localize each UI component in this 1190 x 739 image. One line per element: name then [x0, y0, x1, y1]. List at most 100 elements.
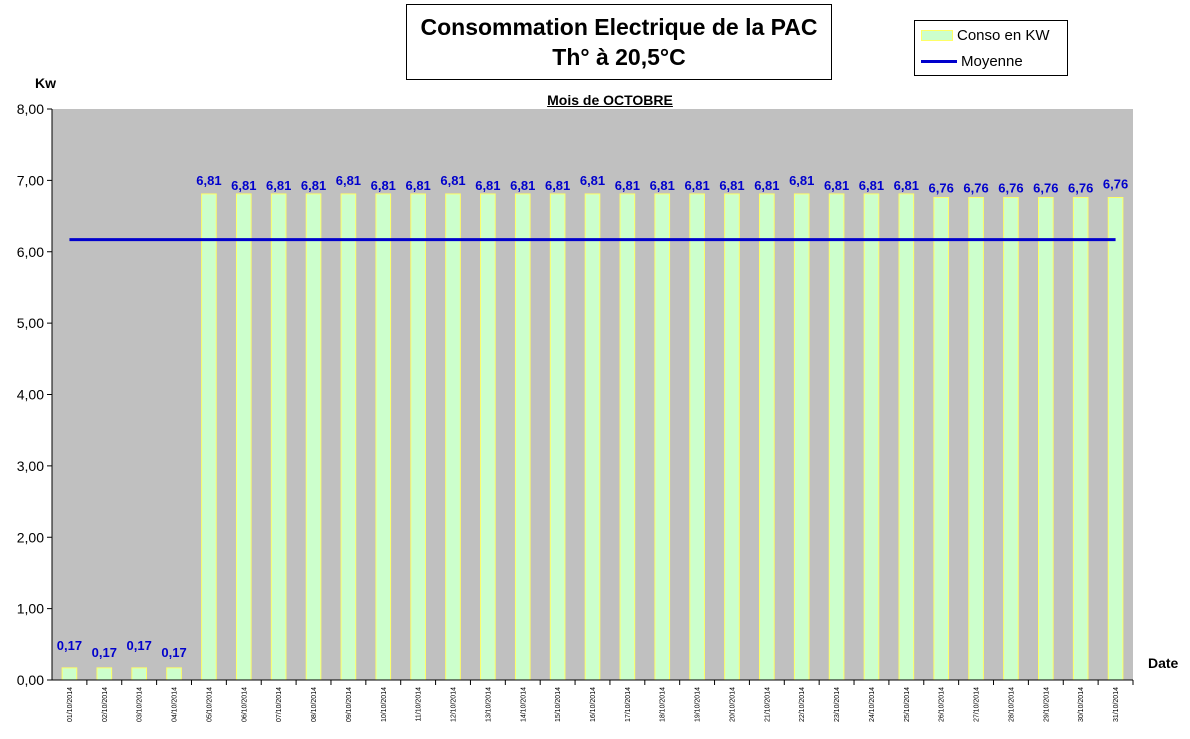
- legend-label-conso: Conso en KW: [957, 26, 1050, 44]
- chart-subtitle-month-text: Mois de OCTOBRE: [547, 92, 673, 108]
- data-label: 6,81: [266, 178, 291, 193]
- x-tick-label: 26/10/2014: [939, 687, 946, 722]
- x-tick-label: 02/10/2014: [102, 687, 109, 722]
- y-tick-label: 7,00: [17, 172, 44, 188]
- data-label: 6,81: [684, 178, 709, 193]
- bar: [201, 193, 217, 681]
- data-label: 6,76: [1033, 181, 1058, 196]
- x-tick-label: 12/10/2014: [451, 687, 458, 722]
- chart-subtitle-temperature: Th° à 20,5°C: [552, 44, 686, 70]
- bar: [445, 193, 461, 681]
- data-label: 6,81: [440, 173, 465, 188]
- bar: [724, 193, 740, 681]
- bar: [480, 193, 496, 681]
- x-tick-label: 22/10/2014: [799, 687, 806, 722]
- data-label: 6,76: [963, 181, 988, 196]
- data-label: 0,17: [57, 638, 82, 653]
- bar: [166, 667, 182, 681]
- legend-item-conso: Conso en KW: [921, 25, 1050, 45]
- data-label: 6,81: [510, 178, 535, 193]
- x-tick-label: 06/10/2014: [241, 687, 248, 722]
- legend-swatch-conso: [921, 29, 953, 41]
- x-tick-label: 08/10/2014: [311, 687, 318, 722]
- bar: [1072, 197, 1089, 681]
- data-label: 6,81: [894, 178, 919, 193]
- bar: [61, 667, 78, 681]
- x-tick-label: 29/10/2014: [1043, 687, 1050, 722]
- bar: [828, 193, 845, 681]
- x-tick-label: 01/10/2014: [67, 687, 74, 722]
- data-label: 6,76: [929, 181, 954, 196]
- bar: [898, 193, 915, 681]
- data-label: 6,81: [196, 173, 221, 188]
- x-tick-label: 14/10/2014: [520, 687, 527, 722]
- x-tick-label: 09/10/2014: [346, 687, 353, 722]
- x-tick-label: 10/10/2014: [381, 687, 388, 722]
- bar: [793, 193, 810, 681]
- data-label: 6,81: [231, 178, 256, 193]
- data-label: 6,81: [789, 173, 814, 188]
- y-axis-label: Kw: [35, 75, 56, 91]
- data-label: 0,17: [161, 645, 186, 660]
- data-label: 0,17: [92, 645, 117, 660]
- x-tick-label: 03/10/2014: [137, 687, 144, 722]
- y-tick-label: 6,00: [17, 244, 44, 260]
- data-label: 6,81: [650, 178, 675, 193]
- bar: [375, 193, 392, 681]
- chart-subtitle-month: Mois de OCTOBRE: [430, 92, 790, 108]
- legend: Conso en KW Moyenne: [914, 20, 1068, 76]
- data-label: 6,81: [580, 173, 605, 188]
- data-label: 0,17: [127, 638, 152, 653]
- x-axis-label: Date: [1148, 655, 1179, 671]
- data-label: 6,81: [545, 178, 570, 193]
- y-tick-label: 0,00: [17, 672, 44, 688]
- bar: [968, 197, 984, 681]
- data-label: 6,81: [475, 178, 500, 193]
- bar: [1107, 197, 1124, 681]
- y-tick-label: 3,00: [17, 458, 44, 474]
- x-tick-label: 13/10/2014: [485, 687, 492, 722]
- bar: [514, 193, 531, 681]
- x-tick-label: 16/10/2014: [590, 687, 597, 722]
- x-tick-label: 28/10/2014: [1008, 687, 1015, 722]
- x-tick-label: 05/10/2014: [206, 687, 213, 722]
- x-tick-label: 25/10/2014: [904, 687, 911, 722]
- x-tick-label: 04/10/2014: [172, 687, 179, 722]
- x-tick-label: 20/10/2014: [729, 687, 736, 722]
- data-label: 6,76: [1103, 177, 1128, 192]
- chart-title-box: Consommation Electrique de la PAC Th° à …: [406, 4, 832, 80]
- data-label: 6,81: [301, 178, 326, 193]
- x-tick-label: 17/10/2014: [625, 687, 632, 722]
- chart-title: Consommation Electrique de la PAC: [420, 14, 818, 40]
- bar: [584, 193, 601, 681]
- bar: [131, 667, 148, 681]
- x-tick-label: 11/10/2014: [416, 687, 423, 722]
- bar: [96, 667, 113, 681]
- bar: [235, 193, 252, 681]
- x-tick-label: 31/10/2014: [1113, 687, 1120, 722]
- data-label: 6,81: [859, 178, 884, 193]
- bar: [689, 193, 705, 681]
- bar: [654, 193, 671, 681]
- bar: [410, 193, 426, 681]
- data-label: 6,81: [824, 178, 849, 193]
- y-tick-label: 8,00: [17, 101, 44, 117]
- x-tick-label: 19/10/2014: [695, 687, 702, 722]
- legend-label-moyenne: Moyenne: [961, 52, 1023, 70]
- x-tick-label: 07/10/2014: [276, 687, 283, 722]
- bar: [340, 193, 357, 681]
- x-tick-label: 15/10/2014: [555, 687, 562, 722]
- y-tick-label: 1,00: [17, 601, 44, 617]
- data-label: 6,81: [405, 178, 430, 193]
- y-tick-label: 5,00: [17, 315, 44, 331]
- data-label: 6,81: [615, 178, 640, 193]
- bar: [619, 193, 636, 681]
- bar: [270, 193, 287, 681]
- data-label: 6,81: [719, 178, 744, 193]
- x-tick-label: 18/10/2014: [660, 687, 667, 722]
- bar: [933, 197, 950, 681]
- bar: [549, 193, 566, 681]
- y-tick-label: 4,00: [17, 387, 44, 403]
- data-label: 6,81: [371, 178, 396, 193]
